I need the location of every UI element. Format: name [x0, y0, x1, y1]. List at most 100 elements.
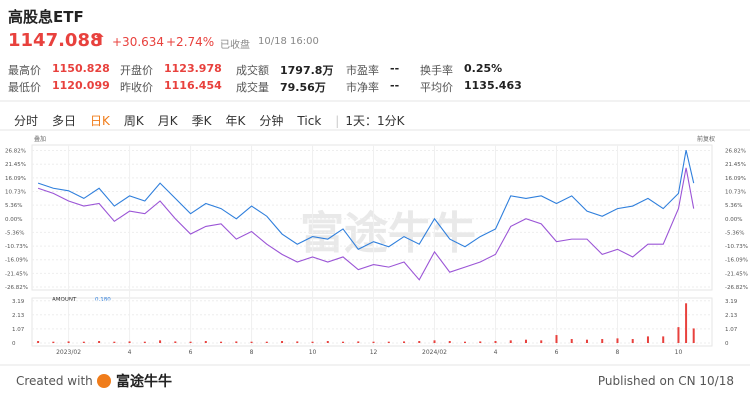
y-tick-label-right: -10.73%: [725, 244, 748, 250]
volume-name: AMOUNT: [52, 297, 77, 303]
volume-bar: [540, 340, 543, 343]
volume-bar: [509, 340, 512, 343]
footer-published: Published on CN 10/18: [598, 374, 734, 388]
volume-bar: [524, 339, 527, 343]
y-tick-label-right: -21.45%: [725, 271, 748, 277]
tab[interactable]: 多日: [52, 114, 77, 128]
tab[interactable]: Tick: [297, 114, 322, 128]
y-tick-label: -26.82%: [5, 285, 28, 291]
x-tick-label: 8: [250, 349, 254, 356]
volume-bar: [387, 341, 390, 343]
y-tick-label: 0.00%: [5, 217, 22, 223]
x-tick-label: 12: [370, 349, 378, 356]
volume-bar: [235, 341, 238, 343]
volume-bar: [372, 341, 375, 343]
x-tick-label: 10: [675, 349, 683, 356]
footer-created: Created with: [16, 374, 93, 388]
volume-bar: [601, 339, 604, 343]
line: [37, 167, 695, 281]
volume-bar: [570, 339, 573, 343]
volume-bar: [250, 341, 253, 343]
tab[interactable]: 分时: [14, 114, 39, 128]
volume-bar: [143, 341, 146, 343]
tab[interactable]: 周K: [123, 114, 144, 128]
volume-bar: [646, 336, 649, 343]
arrow: ⬆: [93, 30, 107, 49]
volume-bar: [448, 341, 451, 343]
title: 高股息ETF: [8, 8, 84, 26]
tab[interactable]: 年K: [225, 114, 246, 128]
change-pct: +2.74%: [166, 35, 215, 49]
x-tick-label: 2024/02: [422, 349, 447, 356]
y-tick-label-right: 1.07: [725, 327, 738, 333]
y-tick-label: 1.07: [12, 327, 25, 333]
volume-bar: [265, 341, 268, 343]
x-tick-label: 6: [555, 349, 559, 356]
y-tick-label: 26.82%: [5, 149, 26, 155]
period[interactable]: 1天：1分K: [345, 114, 405, 128]
volume-bar: [159, 340, 162, 343]
volume-bar: [585, 339, 588, 343]
volume-bar: [403, 341, 406, 343]
y-tick-label-right: 5.36%: [725, 203, 742, 209]
y-tick-label: 0: [12, 341, 16, 347]
volume-bar: [677, 327, 680, 343]
stat-label: 换手率: [420, 64, 453, 77]
y-tick-label-right: 26.82%: [725, 149, 746, 155]
y-tick-label-right: 0: [725, 341, 729, 347]
volume-bar: [281, 341, 284, 343]
price: 1147.088: [8, 30, 103, 51]
x-tick-label: 2023/02: [56, 349, 81, 356]
volume-bar: [174, 341, 177, 343]
volume-bar: [98, 341, 101, 343]
tabs: 分时 多日 日K 周K 月K 季K 年K 分钟 Tick | 1天：1分K: [14, 110, 418, 129]
volume-bar: [692, 328, 695, 343]
tab[interactable]: 月K: [157, 114, 178, 128]
brand-logo: [97, 374, 111, 388]
tab[interactable]: 日K: [90, 114, 110, 128]
y-tick-label-right: -16.09%: [725, 258, 748, 264]
volume-bar: [128, 341, 131, 343]
stat-value: 1116.454: [164, 79, 222, 92]
tab[interactable]: 季K: [191, 114, 212, 128]
time: 10/18 16:00: [258, 36, 319, 47]
volume-bar: [189, 341, 192, 343]
stat-label: 最低价: [8, 81, 41, 94]
x-tick-label: 6: [189, 349, 193, 356]
line: [37, 149, 695, 250]
stat-value: 1797.8万: [280, 64, 334, 77]
volume-bar: [326, 341, 329, 343]
y-tick-label: -21.45%: [5, 271, 28, 277]
y-tick-label: 2.13: [12, 313, 25, 319]
y-tick-label: -10.73%: [5, 244, 28, 250]
stat-value: 1123.978: [164, 62, 222, 75]
volume-bar: [82, 341, 85, 343]
volume-bar: [494, 341, 497, 343]
stat-value: 1135.463: [464, 79, 522, 92]
x-tick-label: 4: [128, 349, 132, 356]
separator: |: [335, 114, 340, 128]
volume-bar: [631, 339, 634, 343]
stat-value: 79.56万: [280, 81, 326, 94]
y-tick-label-right: 2.13: [725, 313, 738, 319]
y-tick-label-right: 3.19: [725, 299, 738, 305]
volume-bar: [220, 341, 223, 343]
volume-bar: [357, 341, 360, 343]
overlay-label: 叠加: [34, 135, 46, 143]
volume-bar: [311, 341, 314, 343]
y-tick-label: 10.73%: [5, 189, 26, 195]
y-tick-label-right: 21.45%: [725, 162, 746, 168]
volume-bar: [464, 341, 467, 343]
y-tick-label: 5.36%: [5, 203, 22, 209]
volume-bar: [418, 341, 421, 343]
stat-label: 最高价: [8, 64, 41, 77]
volume-bar: [204, 341, 207, 343]
stat-value: 1150.828: [52, 62, 110, 75]
tab[interactable]: 分钟: [259, 114, 284, 128]
volume-bar: [52, 341, 55, 343]
volume-bar: [685, 303, 688, 343]
volume-last: 0.180: [95, 297, 111, 303]
y-tick-label: 3.19: [12, 299, 25, 305]
